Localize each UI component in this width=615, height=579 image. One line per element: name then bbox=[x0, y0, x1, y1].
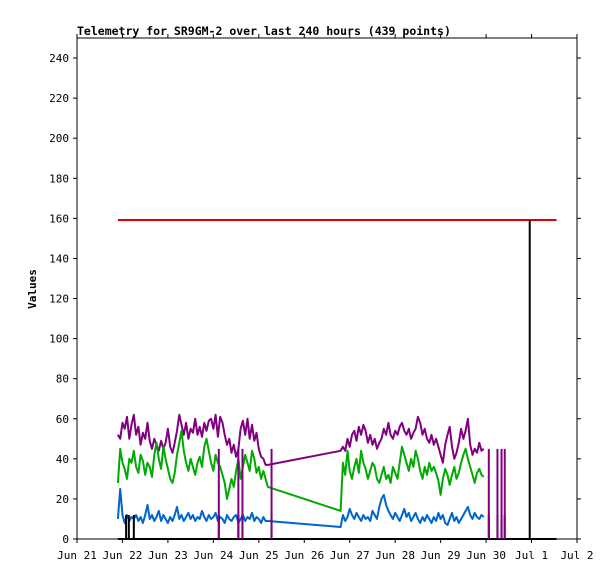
y-tick-label: 140 bbox=[49, 252, 69, 265]
y-tick-label: 200 bbox=[49, 132, 69, 145]
y-tick-label: 40 bbox=[56, 453, 69, 466]
x-tick-label: Jul 2 bbox=[560, 549, 593, 562]
y-tick-label: 160 bbox=[49, 212, 69, 225]
y-tick-label: 60 bbox=[56, 413, 69, 426]
series-line-blue bbox=[116, 487, 485, 528]
y-axis-label: Values bbox=[26, 269, 39, 309]
x-tick-label: Jun 27 bbox=[330, 549, 370, 562]
x-tick-label: Jun 24 bbox=[193, 549, 233, 562]
x-tick-label: Jun 22 bbox=[103, 549, 143, 562]
y-tick-label: 220 bbox=[49, 92, 69, 105]
x-tick-label: Jun 25 bbox=[239, 549, 279, 562]
x-tick-label: Jun 29 bbox=[421, 549, 461, 562]
x-tick-label: Jun 26 bbox=[284, 549, 324, 562]
y-tick-label: 80 bbox=[56, 373, 69, 386]
x-tick-label: Jun 30 bbox=[466, 549, 506, 562]
x-tick-label: Jun 21 bbox=[57, 549, 97, 562]
series-layer bbox=[116, 219, 557, 540]
y-tick-label: 100 bbox=[49, 333, 69, 346]
series-line-green bbox=[116, 429, 485, 512]
x-tick-label: Jun 23 bbox=[148, 549, 188, 562]
spike-layer bbox=[125, 220, 531, 539]
y-tick-label: 240 bbox=[49, 52, 69, 65]
x-tick-label: Jun 28 bbox=[375, 549, 415, 562]
y-tick-label: 0 bbox=[62, 533, 69, 546]
y-tick-label: 20 bbox=[56, 493, 69, 506]
x-tick-label: Jul 1 bbox=[515, 549, 548, 562]
chart-title: Telemetry for SR9GM-2 over last 240 hour… bbox=[77, 24, 451, 38]
y-axis: 0 20 40 60 80 100 120 140 160 180 200 220 240 bbox=[49, 52, 581, 546]
y-tick-label: 120 bbox=[49, 293, 69, 306]
series-line-purple bbox=[117, 413, 485, 466]
y-tick-label: 180 bbox=[49, 172, 69, 185]
x-axis: Jun 21 Jun 22 Jun 23 Jun 24 Jun 25 Jun 26 Jun … bbox=[57, 34, 594, 562]
